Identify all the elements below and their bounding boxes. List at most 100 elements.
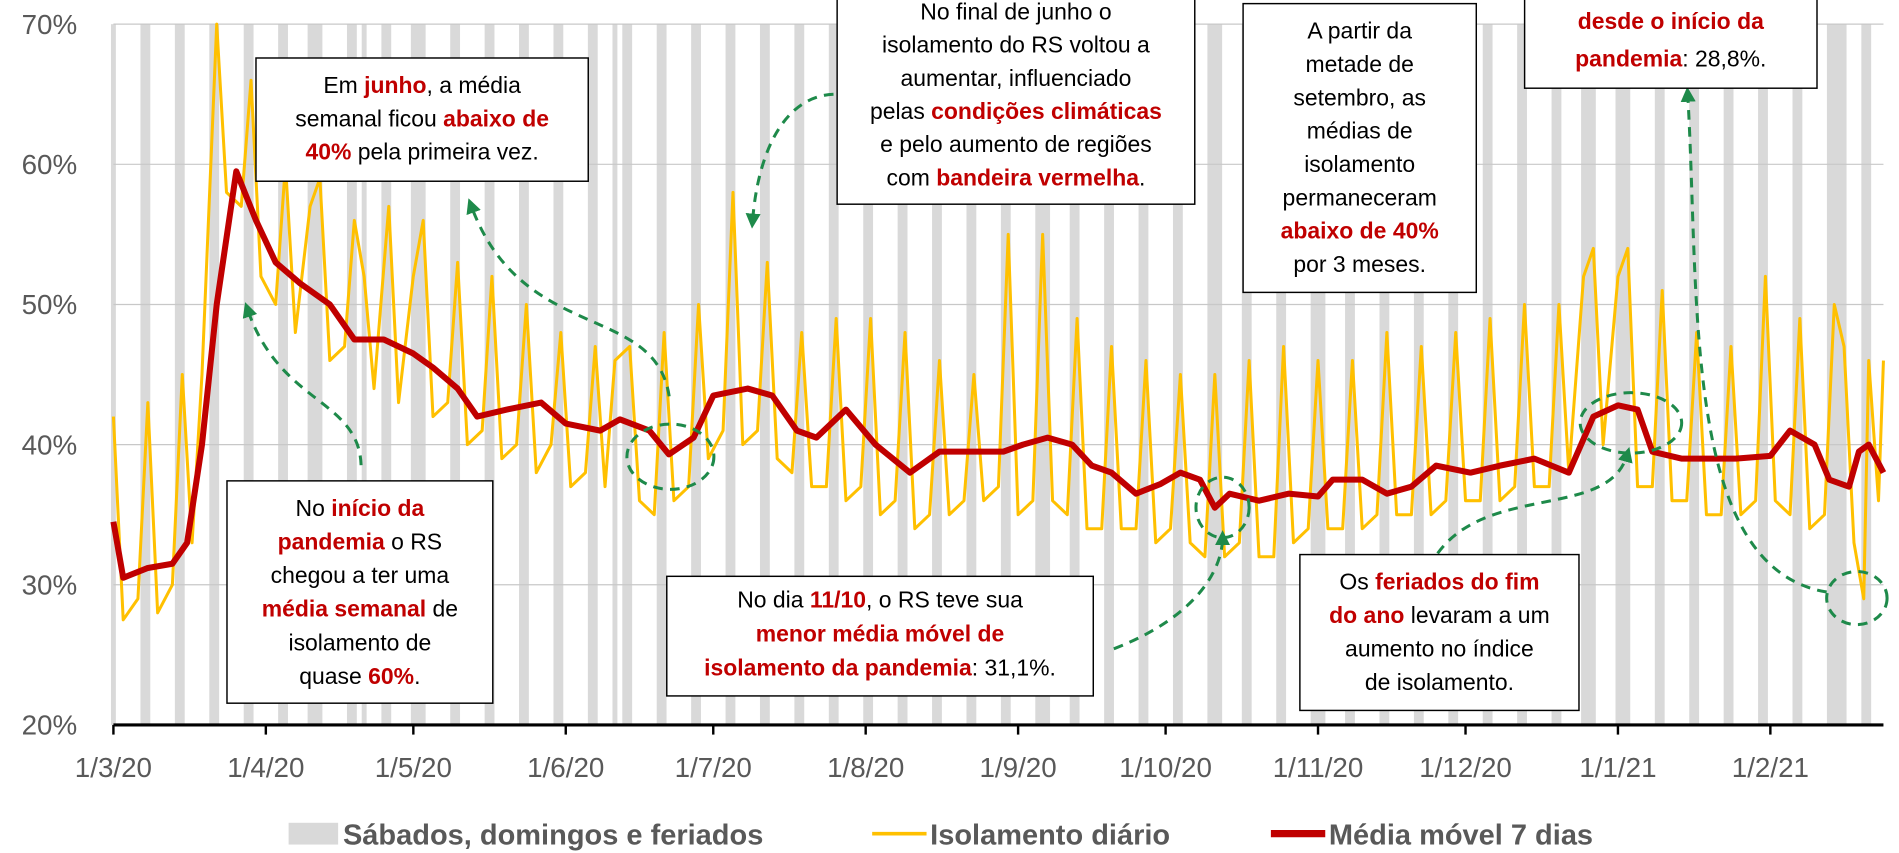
shaded-day (1172, 24, 1183, 725)
annotation-line: isolamento do RS voltou a (882, 32, 1150, 58)
annotation-line: aumentar, influenciado (901, 65, 1132, 91)
highlight-circle (1194, 475, 1251, 540)
annotation-line: Os feriados do fim (1339, 569, 1539, 595)
annotation-line: pandemia: 28,8%. (1575, 45, 1766, 71)
shaded-day (966, 24, 977, 725)
annotations: Em junho, a média semanal ficou abaixo de… (226, 0, 1818, 712)
annotation-arrows (242, 86, 1889, 651)
annotation-line: abaixo de 40% (1281, 218, 1439, 244)
shaded-day (1826, 24, 1847, 725)
annotation-text: : 31,1%. (972, 654, 1056, 680)
shaded-day (1138, 24, 1149, 725)
shaded-day (1241, 24, 1252, 725)
annotation-text: Em (323, 72, 364, 98)
shaded-day (1615, 24, 1631, 725)
annotation-box (1242, 2, 1478, 294)
annotation-line: de isolamento. (1365, 669, 1514, 695)
annotation-text: aumentar, influenciado (901, 65, 1132, 91)
annotation-text: aumento no índice (1345, 636, 1534, 662)
x-tick-label: 1/11/20 (1273, 752, 1364, 783)
legend-label: Sábados, domingos e feriados (343, 820, 763, 852)
annotation-text: . (1139, 164, 1145, 190)
shaded-day (622, 24, 633, 725)
annotation-text: do ano (1329, 602, 1404, 628)
x-tick-label: 1/7/20 (675, 752, 752, 783)
annotation-line: Em junho, a média (323, 72, 521, 98)
annotation-line: isolamento de (288, 629, 431, 655)
arrow (466, 198, 671, 397)
annotation-text: quase (299, 663, 368, 689)
shaded-day (1345, 24, 1355, 725)
annotation-text: isolamento do RS voltou a (882, 32, 1150, 58)
annotation-line: quase 60%. (299, 663, 420, 689)
annotation-text: 11/10 (810, 587, 866, 613)
annotation-text: isolamento da pandemia (704, 654, 972, 680)
highlight-circle (1578, 391, 1684, 455)
annotation-text: pandemia (1575, 45, 1682, 71)
annotation-line: A partir da (1307, 18, 1412, 44)
x-tick-label: 1/10/20 (1119, 752, 1212, 783)
shaded-day (110, 24, 116, 725)
annotation-text: e pelo aumento de regiões (880, 131, 1152, 157)
annotation-box (226, 480, 494, 704)
annotation-text: médias de (1307, 118, 1413, 144)
annotation-line: médias de (1307, 118, 1413, 144)
arrow (1680, 86, 1827, 594)
shaded-day (278, 24, 288, 725)
annotation-line: pandemia o RS (278, 528, 442, 554)
annotation-line: aumento no índice (1345, 636, 1534, 662)
annotation-line: com bandeira vermelha. (887, 164, 1146, 190)
shaded-day (243, 24, 254, 725)
shaded-day (484, 24, 495, 725)
shaded-day (1758, 24, 1768, 725)
annotation-line: menor média móvel de (756, 621, 1005, 647)
shaded-day (1000, 24, 1011, 725)
annotation-box (1299, 553, 1580, 712)
annotation-line: 40% pela primeira vez. (305, 138, 538, 164)
annotation-line: isolamento (1304, 151, 1415, 177)
annotation-text: com (887, 164, 937, 190)
y-tick-label: 60% (22, 149, 78, 180)
highlight-circle (625, 422, 716, 491)
annotation-text: semanal ficou (295, 105, 443, 131)
annotation-text: , o RS teve sua (866, 587, 1023, 613)
annotation-text: chegou a ter uma (271, 562, 450, 588)
shaded-day (519, 24, 529, 725)
x-tick-label: 1/2/21 (1732, 752, 1809, 783)
annotation-text: metade de (1305, 51, 1413, 77)
x-tick-label: 1/3/20 (75, 752, 152, 783)
annotation-text: isolamento (1304, 151, 1415, 177)
legend-label: Média móvel 7 dias (1329, 820, 1593, 852)
annotation-text: início da (331, 495, 424, 521)
shaded-day (932, 24, 942, 725)
annotation-line: média semanal de (262, 596, 458, 622)
annotation-line: pelas condições climáticas (870, 98, 1162, 124)
annotation-text: o RS (385, 528, 442, 554)
annotation-text: condições climáticas (931, 98, 1162, 124)
x-tick-label: 1/5/20 (375, 752, 452, 783)
arrow (242, 302, 363, 466)
annotation-text: Os (1339, 569, 1375, 595)
annotation-text: de isolamento. (1365, 669, 1514, 695)
shaded-day (381, 24, 392, 725)
x-tick-label: 1/9/20 (979, 752, 1056, 783)
annotation-line: desde o início da (1578, 8, 1764, 34)
arrow (745, 92, 834, 229)
annotation-text: . (414, 663, 420, 689)
legend: Sábados, domingos e feriados Isolamento d… (288, 820, 1593, 852)
legend-swatch (288, 822, 339, 845)
shaded-day (1861, 24, 1872, 725)
annotation-text: No final de junho o (920, 0, 1111, 24)
annotation-line: No dia 11/10, o RS teve sua (737, 587, 1023, 613)
x-tick-label: 1/8/20 (827, 752, 904, 783)
annotation-text: de (426, 596, 458, 622)
line-series (111, 22, 1885, 622)
annotation-text: 60% (368, 663, 414, 689)
annotation-text: bandeira vermelha (936, 164, 1139, 190)
y-tick-label: 20% (22, 710, 78, 741)
shaded-day (1654, 24, 1665, 725)
x-tick-label: 1/1/21 (1579, 752, 1656, 783)
annotation-text: A partir da (1307, 18, 1412, 44)
